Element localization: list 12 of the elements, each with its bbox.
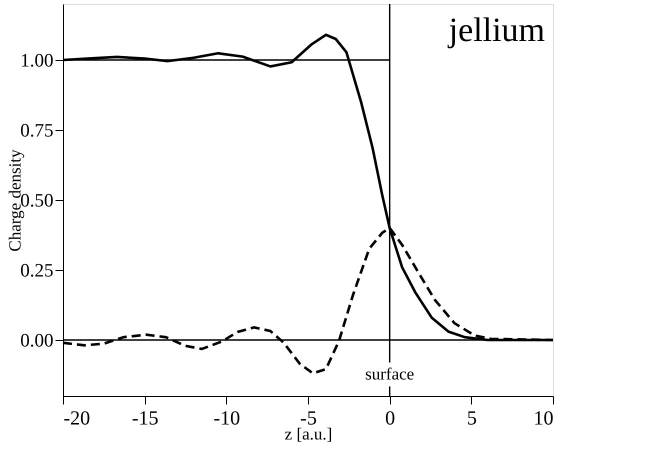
x-tick-label: -15 <box>132 408 159 430</box>
y-tick-label: 0.25 <box>20 260 54 282</box>
x-tick-label: 5 <box>466 408 477 430</box>
x-tick-label: 0 <box>385 408 396 430</box>
x-tick-label: 10 <box>534 408 554 430</box>
annotation: jellium <box>448 12 545 49</box>
ref-line-label: surface <box>365 364 414 384</box>
y-tick-label: 0.00 <box>20 330 54 352</box>
y-tick-label: 0.75 <box>20 120 54 142</box>
x-tick-label: -20 <box>64 408 90 430</box>
y-tick-label: 1.00 <box>20 50 54 72</box>
x-tick-label: -10 <box>213 408 240 430</box>
